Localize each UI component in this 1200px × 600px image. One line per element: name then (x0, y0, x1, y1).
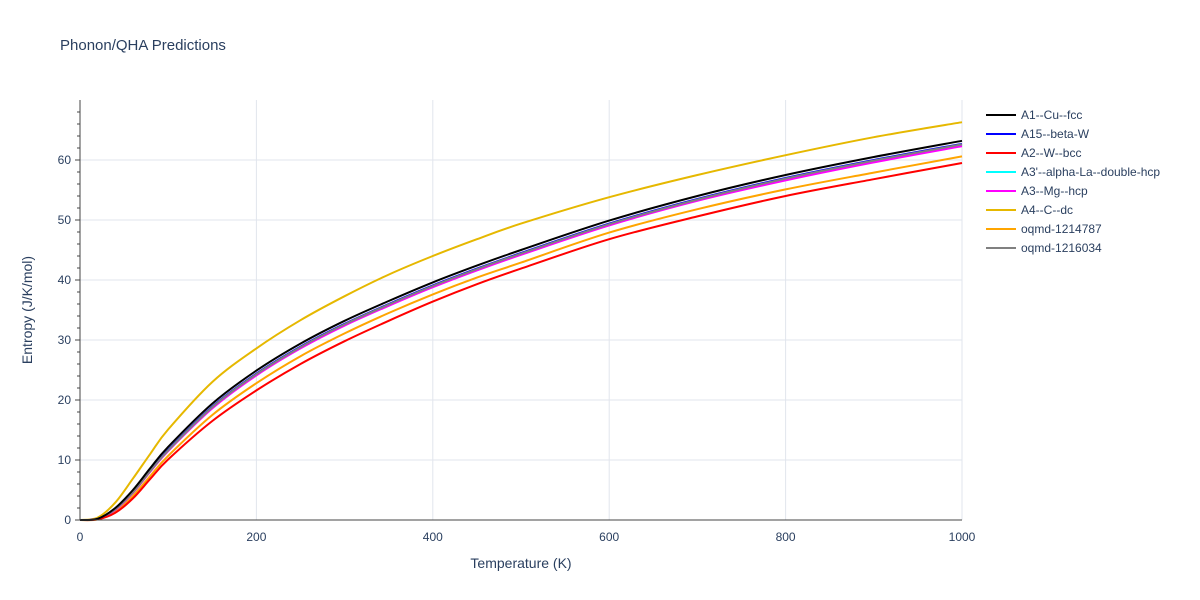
x-axis-ticks: 0 200 400 600 800 1000 (77, 530, 976, 544)
y-tick-label: 60 (58, 153, 72, 167)
y-tick-label: 10 (58, 453, 72, 467)
plot-area[interactable] (79, 121, 963, 522)
x-tick-label: 200 (246, 530, 266, 544)
chart-title: Phonon/QHA Predictions (60, 37, 226, 54)
x-tick-label: 400 (423, 530, 443, 544)
legend-item-label[interactable]: oqmd-1216034 (1021, 241, 1102, 255)
legend[interactable]: A1--Cu--fcc A15--beta-W A2--W--bcc A3'--alp… (986, 108, 1160, 255)
legend-item-label[interactable]: A15--beta-W (1021, 127, 1090, 141)
x-tick-label: 1000 (949, 530, 976, 544)
x-tick-label: 0 (77, 530, 84, 544)
grid (80, 100, 963, 520)
series-line-A15--beta-W[interactable] (79, 142, 963, 522)
series-line-A4--C--dc[interactable] (79, 121, 963, 521)
legend-item-label[interactable]: A4--C--dc (1021, 203, 1073, 217)
legend-item-label[interactable]: A3--Mg--hcp (1021, 184, 1088, 198)
legend-item-label[interactable]: A3'--alpha-La--double-hcp (1021, 165, 1160, 179)
legend-item-label[interactable]: oqmd-1214787 (1021, 222, 1102, 236)
x-tick-label: 800 (776, 530, 796, 544)
y-tick-label: 40 (58, 273, 72, 287)
legend-item-label[interactable]: A2--W--bcc (1021, 146, 1081, 160)
y-axis-ticks: 0 10 20 30 40 50 60 (58, 111, 80, 527)
series-line-oqmd-1216034[interactable] (79, 143, 963, 522)
series-line-A1--Cu--fcc[interactable] (79, 139, 963, 522)
x-tick-label: 600 (599, 530, 619, 544)
legend-item-label[interactable]: A1--Cu--fcc (1021, 108, 1082, 122)
series-line-oqmd-1214787[interactable] (79, 155, 963, 522)
y-tick-label: 30 (58, 333, 72, 347)
y-tick-label: 50 (58, 213, 72, 227)
axes (79, 100, 962, 521)
y-tick-label: 20 (58, 393, 72, 407)
series-line-A2--W--bcc[interactable] (79, 162, 963, 522)
y-axis-title: Entropy (J/K/mol) (19, 256, 35, 364)
series-line-A3'--alpha-La--double-hcp[interactable] (79, 144, 963, 522)
series-line-A3--Mg--hcp[interactable] (79, 145, 963, 521)
y-tick-label: 0 (64, 513, 71, 527)
x-axis-title: Temperature (K) (470, 555, 571, 571)
